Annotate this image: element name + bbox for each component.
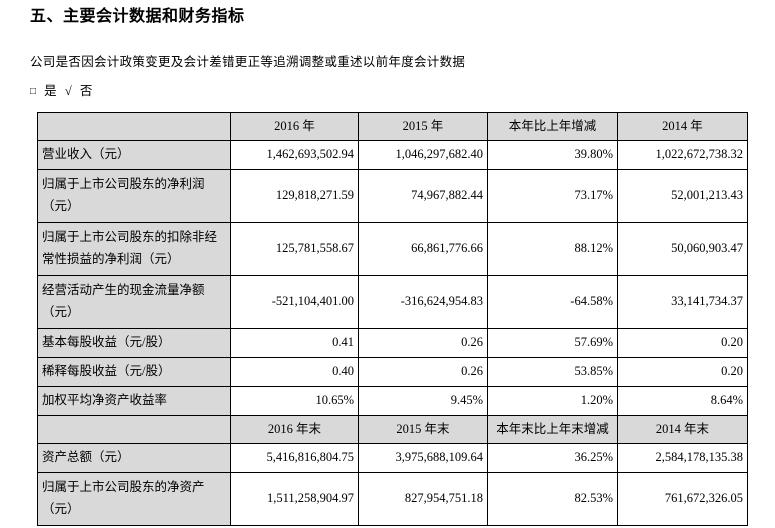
cell-2015: -316,624,954.83 bbox=[358, 275, 488, 329]
financial-indicators-table: 2016 年 2015 年 本年比上年增减 2014 年 营业收入（元） 1,4… bbox=[37, 112, 748, 526]
table-row-revenue: 营业收入（元） 1,462,693,502.94 1,046,297,682.4… bbox=[37, 140, 748, 170]
header-2016-end: 2016 年末 bbox=[230, 415, 359, 444]
cell-2015: 827,954,751.18 bbox=[358, 472, 488, 526]
cell-2014: 50,060,903.47 bbox=[617, 222, 748, 276]
header-empty-cell bbox=[37, 415, 231, 444]
table-row-total-assets: 资产总额（元） 5,416,816,804.75 3,975,688,109.6… bbox=[37, 443, 748, 473]
cell-2016: 0.40 bbox=[230, 357, 359, 387]
row-label: 加权平均净资产收益率 bbox=[37, 386, 231, 416]
row-label: 营业收入（元） bbox=[37, 140, 231, 170]
cell-change: 73.17% bbox=[487, 169, 618, 223]
row-label: 归属于上市公司股东的净利润（元） bbox=[37, 169, 231, 223]
cell-change: 82.53% bbox=[487, 472, 618, 526]
answer-no-label: 否 bbox=[79, 84, 93, 98]
cell-2014: 0.20 bbox=[617, 328, 748, 358]
row-label: 稀释每股收益（元/股） bbox=[37, 357, 231, 387]
answer-yes-label: 是 bbox=[44, 84, 57, 98]
cell-2014: 2,584,178,135.38 bbox=[617, 443, 748, 473]
header-empty-cell bbox=[37, 112, 231, 141]
cell-2015: 1,046,297,682.40 bbox=[358, 140, 488, 170]
header-2014: 2014 年 bbox=[617, 112, 748, 141]
cell-2016: 10.65% bbox=[230, 386, 359, 416]
cell-2016: 129,818,271.59 bbox=[230, 169, 359, 223]
cell-change: 1.20% bbox=[487, 386, 618, 416]
restatement-question: 公司是否因会计政策变更及会计差错更正等追溯调整或重述以前年度会计数据 bbox=[30, 55, 466, 69]
table-row-operating-cash-flow: 经营活动产生的现金流量净额（元） -521,104,401.00 -316,62… bbox=[37, 275, 748, 329]
cell-2014: 52,001,213.43 bbox=[617, 169, 748, 223]
table-row-net-assets: 归属于上市公司股东的净资产（元） 1,511,258,904.97 827,95… bbox=[37, 472, 748, 526]
cell-change: -64.58% bbox=[487, 275, 618, 329]
cell-2014: 8.64% bbox=[617, 386, 748, 416]
header-2015: 2015 年 bbox=[358, 112, 488, 141]
cell-2015: 3,975,688,109.64 bbox=[358, 443, 488, 473]
row-label: 基本每股收益（元/股） bbox=[37, 328, 231, 358]
table-header-year-end: 2016 年末 2015 年末 本年末比上年末增减 2014 年末 bbox=[37, 415, 748, 444]
cell-2016: 1,511,258,904.97 bbox=[230, 472, 359, 526]
checkmark-icon: √ bbox=[64, 84, 72, 98]
answer-line: □ 是 √ 否 bbox=[30, 83, 775, 101]
cell-2015: 66,861,776.66 bbox=[358, 222, 488, 276]
cell-2016: 1,462,693,502.94 bbox=[230, 140, 359, 170]
table-row-net-profit: 归属于上市公司股东的净利润（元） 129,818,271.59 74,967,8… bbox=[37, 169, 748, 223]
header-2015-end: 2015 年末 bbox=[358, 415, 488, 444]
cell-2015: 0.26 bbox=[358, 328, 488, 358]
table-header-annual: 2016 年 2015 年 本年比上年增减 2014 年 bbox=[37, 112, 748, 141]
cell-2014: 761,672,326.05 bbox=[617, 472, 748, 526]
cell-change: 57.69% bbox=[487, 328, 618, 358]
row-label: 归属于上市公司股东的扣除非经常性损益的净利润（元） bbox=[37, 222, 231, 276]
row-label: 归属于上市公司股东的净资产（元） bbox=[37, 472, 231, 526]
cell-2014: 1,022,672,738.32 bbox=[617, 140, 748, 170]
cell-change: 88.12% bbox=[487, 222, 618, 276]
cell-change: 36.25% bbox=[487, 443, 618, 473]
cell-2015: 0.26 bbox=[358, 357, 488, 387]
header-2016: 2016 年 bbox=[230, 112, 359, 141]
table-row-weighted-avg-roe: 加权平均净资产收益率 10.65% 9.45% 1.20% 8.64% bbox=[37, 386, 748, 416]
table-row-basic-eps: 基本每股收益（元/股） 0.41 0.26 57.69% 0.20 bbox=[37, 328, 748, 358]
cell-change: 39.80% bbox=[487, 140, 618, 170]
cell-2014: 33,141,734.37 bbox=[617, 275, 748, 329]
cell-2016: 125,781,558.67 bbox=[230, 222, 359, 276]
cell-2015: 74,967,882.44 bbox=[358, 169, 488, 223]
row-label: 经营活动产生的现金流量净额（元） bbox=[37, 275, 231, 329]
checkbox-unchecked-icon: □ bbox=[30, 86, 37, 97]
header-year-end-change: 本年末比上年末增减 bbox=[487, 415, 618, 444]
table-row-diluted-eps: 稀释每股收益（元/股） 0.40 0.26 53.85% 0.20 bbox=[37, 357, 748, 387]
table-row-net-profit-excl-nonrecurring: 归属于上市公司股东的扣除非经常性损益的净利润（元） 125,781,558.67… bbox=[37, 222, 748, 276]
cell-2015: 9.45% bbox=[358, 386, 488, 416]
cell-2016: 5,416,816,804.75 bbox=[230, 443, 359, 473]
header-2014-end: 2014 年末 bbox=[617, 415, 748, 444]
cell-2016: 0.41 bbox=[230, 328, 359, 358]
header-yoy-change: 本年比上年增减 bbox=[487, 112, 618, 141]
cell-2016: -521,104,401.00 bbox=[230, 275, 359, 329]
section-title: 五、主要会计数据和财务指标 bbox=[30, 8, 245, 25]
cell-change: 53.85% bbox=[487, 357, 618, 387]
cell-2014: 0.20 bbox=[617, 357, 748, 387]
row-label: 资产总额（元） bbox=[37, 443, 231, 473]
